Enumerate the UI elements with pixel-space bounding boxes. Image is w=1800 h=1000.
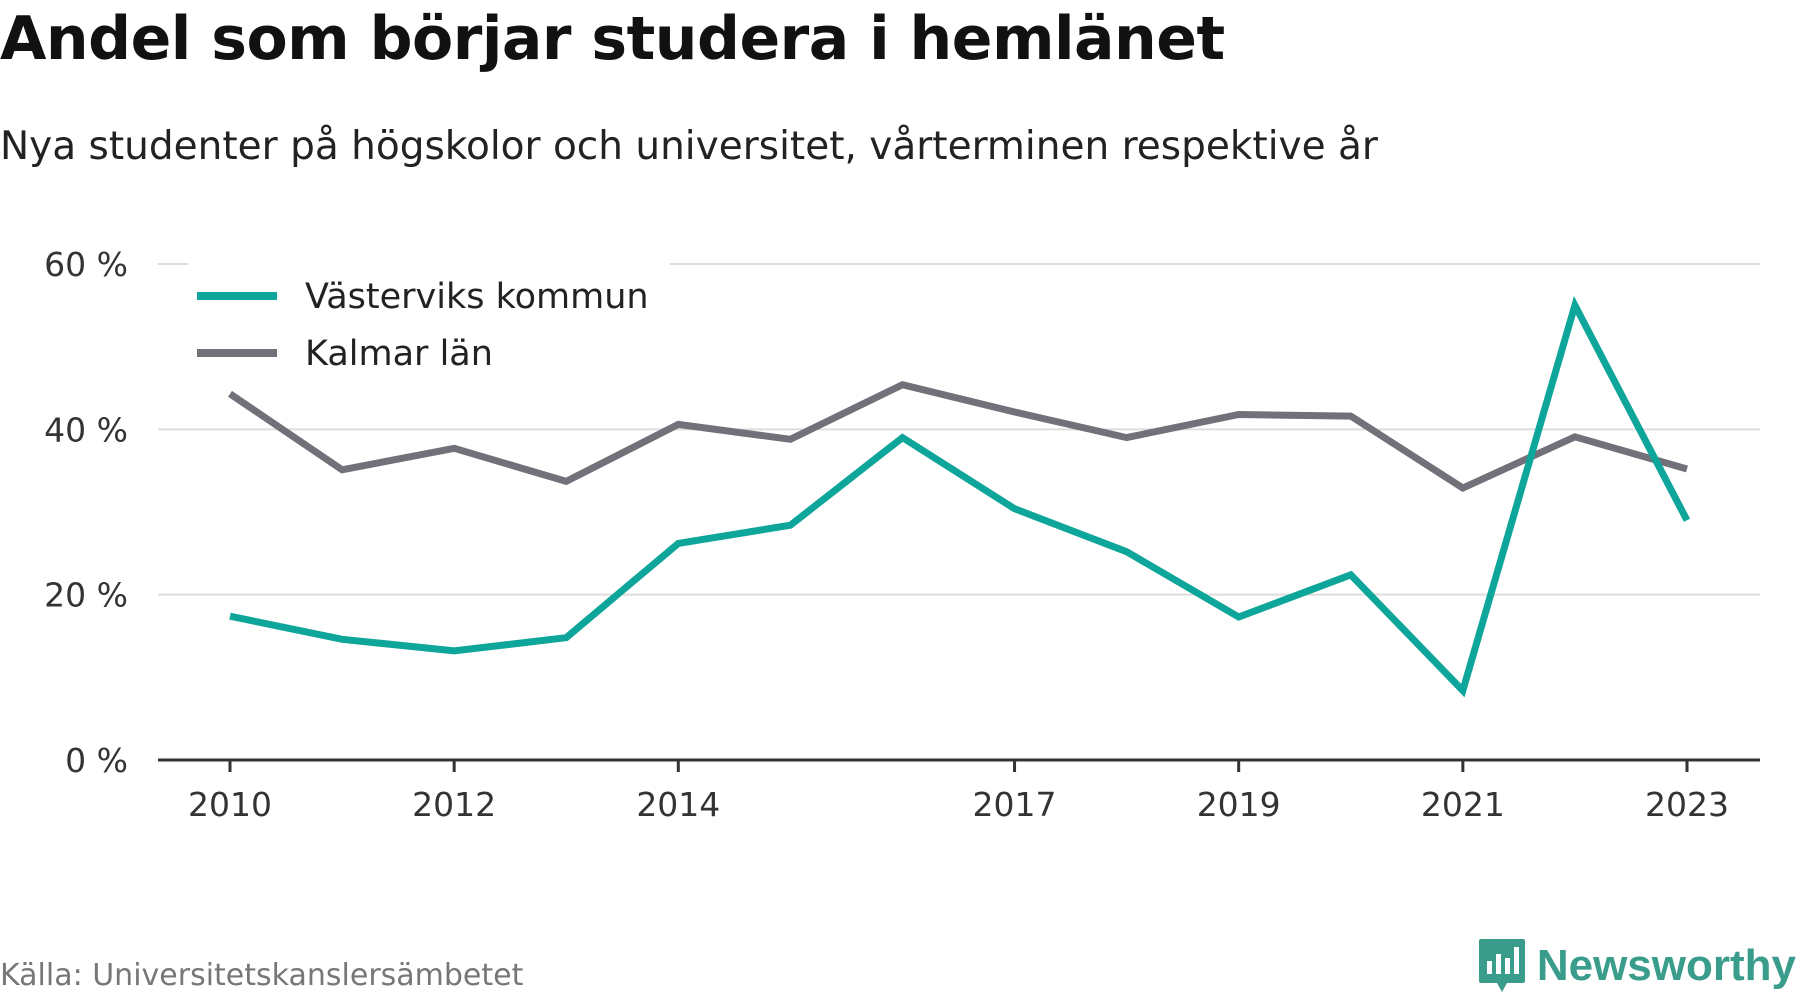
chart-title: Andel som börjar studera i hemlänet [0,4,1225,74]
series-line-västerviks-kommun [229,295,1691,698]
x-axis-ticks: 2010 2012 2014 2017 2019 2021 2023 [188,760,1729,824]
x-tick-label: 2023 [1645,785,1729,824]
x-tick-label: 2012 [412,785,496,824]
x-tick-label: 2019 [1197,785,1281,824]
y-tick-label: 0 % [65,741,128,780]
x-tick-label: 2021 [1421,785,1505,824]
line-chart: 0 % 20 % 40 % 60 % 2010 2012 2014 2017 2019 2021… [44,245,1760,824]
legend: Västerviks kommun Kalmar län [188,262,670,374]
x-tick-label: 2017 [973,785,1057,824]
series-line-kalmar-län [228,381,1688,492]
y-tick-label: 40 % [44,410,128,449]
legend-label: Kalmar län [305,334,493,374]
series-lines [228,295,1691,698]
brand-name: Newsworthy [1536,941,1796,990]
brand-logo[interactable]: Newsworthy [1477,937,1796,995]
y-axis-ticks: 0 % 20 % 40 % 60 % [44,245,128,780]
x-tick-label: 2010 [188,785,272,824]
y-tick-label: 60 % [44,245,128,284]
x-tick-label: 2014 [636,785,720,824]
source-note: Källa: Universitetskanslersämbetet [0,958,524,993]
legend-label: Västerviks kommun [305,277,649,317]
y-tick-label: 20 % [44,576,128,615]
newsworthy-logo-icon [1478,939,1525,992]
chart-subtitle: Nya studenter på högskolor och universit… [0,124,1378,169]
